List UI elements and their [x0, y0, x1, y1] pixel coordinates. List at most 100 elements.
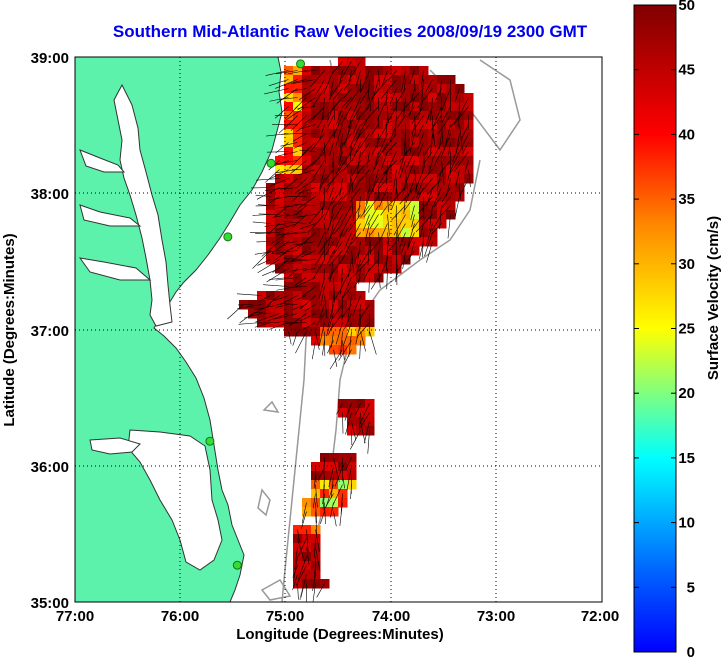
- current-vector: [316, 79, 325, 94]
- velocity-cell: [311, 273, 321, 283]
- current-vector: [403, 133, 406, 154]
- current-vector: [266, 313, 289, 322]
- current-vector: [315, 529, 320, 552]
- current-vector: [370, 124, 379, 137]
- current-vector: [420, 70, 424, 88]
- current-vector: [396, 223, 399, 242]
- current-vector: [292, 133, 307, 142]
- velocity-cell: [311, 300, 321, 310]
- current-vector: [426, 241, 433, 263]
- current-vector: [275, 304, 289, 308]
- current-vector: [280, 303, 298, 305]
- current-vector: [378, 268, 381, 289]
- current-vector: [392, 169, 397, 192]
- current-vector: [403, 196, 406, 214]
- current-vector: [398, 151, 406, 175]
- velocity-cell: [338, 246, 348, 256]
- current-vector: [261, 241, 280, 257]
- current-vector: [271, 214, 289, 218]
- velocity-cell: [293, 237, 303, 247]
- velocity-cell: [347, 75, 357, 85]
- velocity-cell: [302, 237, 312, 247]
- current-vector: [341, 241, 352, 261]
- current-vector: [312, 259, 325, 280]
- current-vector: [444, 124, 451, 149]
- velocity-cell: [356, 219, 366, 229]
- velocity-cell: [365, 264, 375, 274]
- velocity-cell: [365, 300, 375, 310]
- current-vector: [332, 160, 334, 186]
- velocity-cell: [410, 246, 420, 256]
- velocity-cell: [320, 75, 330, 85]
- current-vector: [356, 106, 370, 120]
- current-vector: [264, 88, 289, 95]
- current-vector: [345, 412, 352, 435]
- current-vector: [395, 268, 397, 283]
- velocity-cell: [338, 228, 348, 238]
- velocity-cell: [392, 66, 402, 76]
- current-vector: [385, 106, 397, 127]
- velocity-cell: [356, 138, 366, 148]
- current-vector: [338, 340, 352, 361]
- velocity-cell: [356, 201, 366, 211]
- colorbar-tick-label: 25: [678, 321, 695, 338]
- velocity-cell: [428, 102, 438, 112]
- velocity-cell: [266, 183, 276, 193]
- current-vector: [352, 115, 361, 135]
- velocity-cell: [383, 174, 393, 184]
- velocity-cell: [248, 300, 258, 310]
- current-vector: [423, 151, 425, 168]
- velocity-cell: [383, 75, 393, 85]
- velocity-cell: [302, 120, 312, 130]
- current-vector: [396, 115, 406, 129]
- velocity-cell: [329, 489, 339, 499]
- velocity-cell: [401, 237, 411, 247]
- current-vector: [387, 214, 390, 236]
- velocity-cell: [311, 282, 321, 292]
- velocity-cell: [320, 102, 330, 112]
- current-vector: [264, 223, 289, 227]
- velocity-cell: [311, 84, 321, 94]
- velocity-cell: [275, 300, 285, 310]
- current-vector: [355, 322, 361, 345]
- current-vector: [401, 241, 406, 254]
- current-vector: [396, 88, 406, 103]
- velocity-cell: [365, 66, 375, 76]
- current-vector: [335, 322, 343, 345]
- velocity-cell: [311, 309, 321, 319]
- current-vector: [421, 79, 424, 102]
- current-vector: [315, 331, 320, 350]
- current-vector: [355, 403, 361, 416]
- velocity-cell: [284, 264, 294, 274]
- velocity-cell: [320, 246, 330, 256]
- current-vector: [376, 97, 388, 121]
- current-vector: [359, 250, 370, 267]
- velocity-cell: [365, 138, 375, 148]
- velocity-cell: [320, 120, 330, 130]
- current-vector: [322, 169, 334, 184]
- current-vector: [449, 151, 460, 173]
- current-vector: [275, 223, 298, 231]
- velocity-cell: [266, 300, 276, 310]
- current-vector: [326, 97, 343, 117]
- current-vector: [333, 115, 343, 137]
- current-vector: [409, 133, 415, 153]
- velocity-cell: [284, 93, 294, 103]
- bay-inlet: [78, 149, 152, 281]
- velocity-cell: [464, 174, 474, 184]
- current-vector: [292, 187, 307, 202]
- current-vector: [315, 484, 318, 508]
- current-vector: [428, 160, 433, 174]
- land-mass: [75, 57, 283, 602]
- current-vector: [401, 70, 406, 92]
- current-vector: [332, 160, 343, 181]
- current-vector: [352, 205, 361, 219]
- velocity-cell: [347, 201, 357, 211]
- current-vector: [370, 277, 379, 290]
- velocity-cell: [428, 210, 438, 220]
- velocity-cell: [293, 273, 303, 283]
- current-vector: [301, 511, 307, 529]
- current-vector: [328, 223, 334, 247]
- current-vector: [322, 493, 325, 510]
- current-vector: [303, 115, 316, 125]
